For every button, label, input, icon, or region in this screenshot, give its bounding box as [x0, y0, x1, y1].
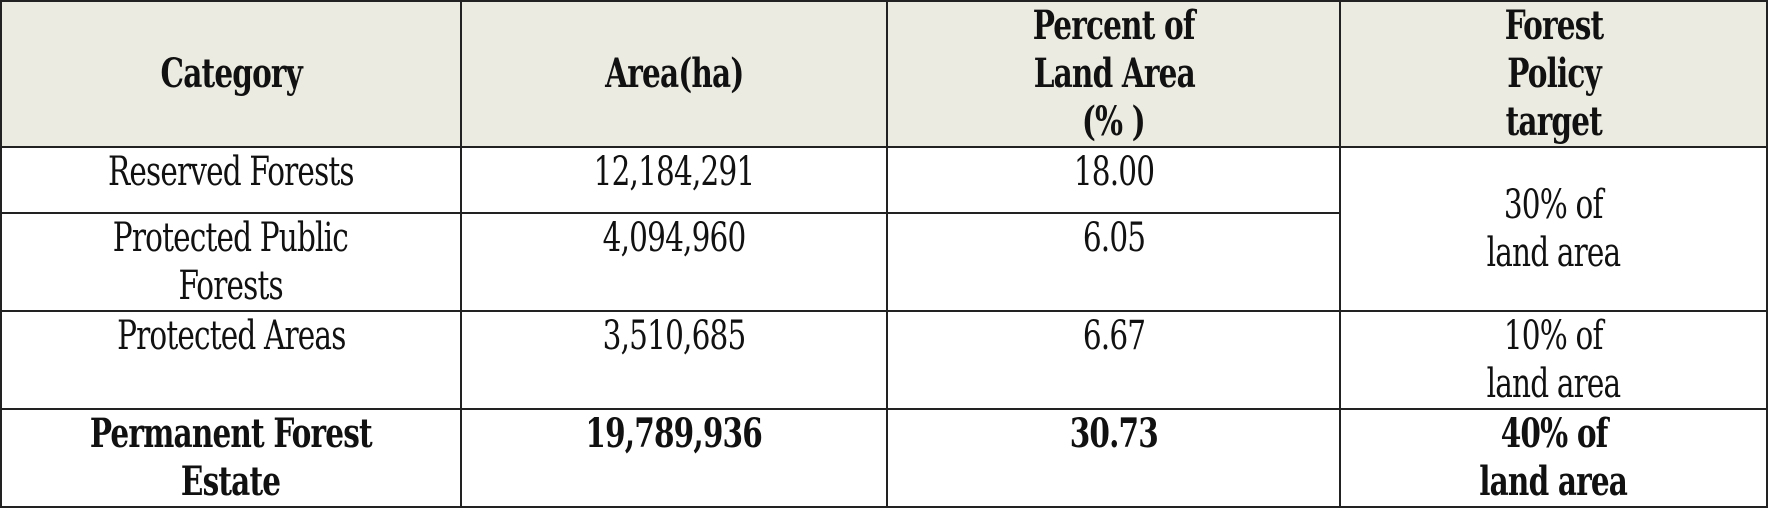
target-line-2: land area [1486, 361, 1621, 407]
target-line-2: land area [1479, 458, 1629, 505]
cell-category: Reserved Forests [0, 146, 462, 214]
header-category-line-1: Category [160, 50, 302, 97]
cell-percent: 6.67 [886, 310, 1342, 410]
header-area-line-1: Area(ha) [604, 50, 744, 97]
cell-percent: 18.00 [886, 146, 1342, 214]
target-line-2: land area [1486, 230, 1621, 276]
area-value: 19,789,936 [585, 410, 763, 457]
table-row-total: Permanent Forest Estate 19,789,936 30.73… [0, 408, 1768, 508]
cell-target-merged: 30% of land area [1339, 146, 1768, 312]
category-line-2: Estate [181, 458, 281, 505]
category-line-2: Forests [178, 263, 284, 309]
cell-area: 19,789,936 [459, 408, 889, 508]
header-target-line-3: target [1505, 98, 1602, 145]
header-percent-line-3: (% ) [1082, 98, 1146, 145]
cell-area: 4,094,960 [459, 212, 889, 312]
table-row: Protected Areas 3,510,685 6.67 10% of la… [0, 310, 1768, 410]
cell-target: 40% of land area [1339, 408, 1768, 508]
cell-area: 12,184,291 [459, 146, 889, 214]
cell-target: 10% of land area [1339, 310, 1768, 410]
area-value: 3,510,685 [602, 313, 747, 359]
header-target-line-2: Policy [1506, 50, 1601, 97]
cell-percent: 6.05 [886, 212, 1342, 312]
target-line-1: 10% of [1504, 313, 1604, 359]
cell-category: Protected Areas [0, 310, 462, 410]
table-header-row: Category Area(ha) Percent of Land Area (… [0, 0, 1768, 148]
table-row: Reserved Forests 12,184,291 18.00 30% of… [0, 146, 1768, 312]
header-category: Category [0, 0, 462, 148]
header-percent-line-1: Percent of [1032, 2, 1196, 49]
area-value: 12,184,291 [593, 149, 756, 195]
category-line-1: Protected Areas [116, 313, 346, 359]
percent-value: 18.00 [1073, 149, 1155, 195]
header-target-line-1: Forest [1504, 2, 1603, 49]
header-percent-line-2: Land Area [1033, 50, 1195, 97]
target-line-1: 40% of [1500, 410, 1608, 457]
percent-value: 6.05 [1082, 215, 1146, 261]
area-value: 4,094,960 [602, 215, 747, 261]
header-target: Forest Policy target [1339, 0, 1768, 148]
header-percent: Percent of Land Area (% ) [886, 0, 1342, 148]
category-line-1: Protected Public [113, 215, 349, 261]
header-area: Area(ha) [459, 0, 889, 148]
percent-value: 30.73 [1069, 410, 1159, 457]
percent-value: 6.67 [1082, 313, 1146, 359]
cell-category: Permanent Forest Estate [0, 408, 462, 508]
target-line-1: 30% of [1504, 182, 1604, 228]
cell-area: 3,510,685 [459, 310, 889, 410]
category-line-1: Permanent Forest [89, 410, 373, 457]
cell-percent: 30.73 [886, 408, 1342, 508]
cell-category: Protected Public Forests [0, 212, 462, 312]
category-line-1: Reserved Forests [107, 149, 355, 195]
table-row: Protected Public Forests 4,094,960 6.05 [0, 212, 1767, 312]
